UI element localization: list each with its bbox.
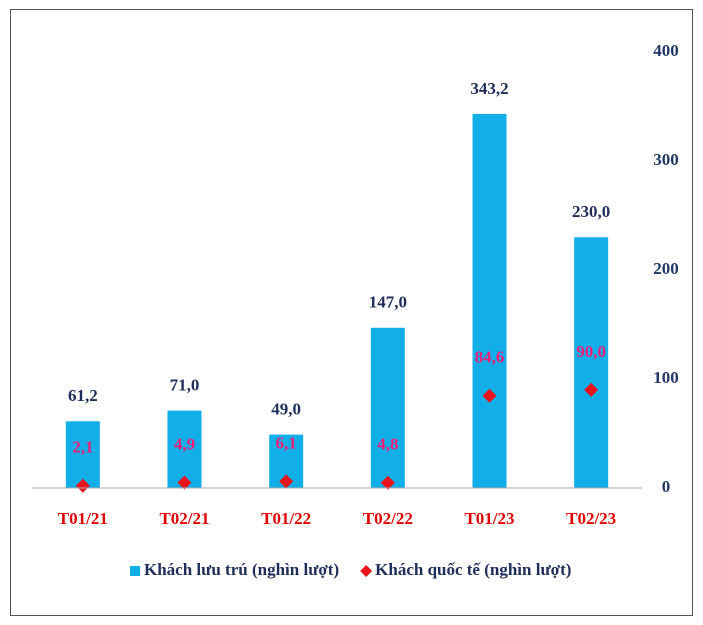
- marker-value-label: 90,0: [576, 342, 606, 361]
- bar-value-label: 61,2: [68, 386, 98, 405]
- diamond-marker: [75, 478, 90, 493]
- marker-value-label: 4,8: [377, 435, 398, 454]
- marker-value-label: 6,1: [276, 433, 297, 452]
- x-tick-label: T01/23: [464, 509, 514, 528]
- x-tick-label: T01/22: [261, 509, 311, 528]
- legend-swatch: [130, 566, 140, 576]
- bar-value-label: 49,0: [271, 399, 301, 418]
- bar: [574, 237, 609, 488]
- diamond-marker: [584, 382, 599, 397]
- diamond-marker: [177, 475, 192, 490]
- diamond-marker: [482, 388, 497, 403]
- marker-value-label: 84,6: [475, 348, 505, 367]
- diamond-marker: [380, 475, 395, 490]
- legend-swatch: [360, 565, 373, 577]
- diamond-marker: [279, 474, 294, 489]
- bar-value-label: 343,2: [470, 79, 508, 98]
- bar-value-label: 147,0: [369, 293, 407, 312]
- bar-value-label: 71,0: [170, 376, 200, 395]
- bar: [472, 113, 507, 489]
- legend-label: Khách lưu trú (nghìn lượt): [144, 560, 339, 579]
- marker-value-label: 4,9: [174, 435, 195, 454]
- bar: [370, 327, 405, 488]
- legend-label: Khách quốc tế (nghìn lượt): [375, 560, 571, 579]
- y-tick-label: 0: [662, 477, 671, 496]
- x-tick-label: T02/22: [363, 509, 413, 528]
- y-tick-label: 300: [653, 150, 679, 169]
- x-tick-label: T01/21: [58, 509, 108, 528]
- y-tick-label: 200: [653, 259, 679, 278]
- y-tick-label: 400: [653, 41, 679, 60]
- bar: [167, 410, 202, 488]
- x-tick-label: T02/23: [566, 509, 616, 528]
- x-tick-label: T02/21: [159, 509, 209, 528]
- bar-value-label: 230,0: [572, 202, 610, 221]
- bar: [65, 421, 100, 488]
- marker-value-label: 2,1: [72, 438, 93, 457]
- y-tick-label: 100: [653, 368, 679, 387]
